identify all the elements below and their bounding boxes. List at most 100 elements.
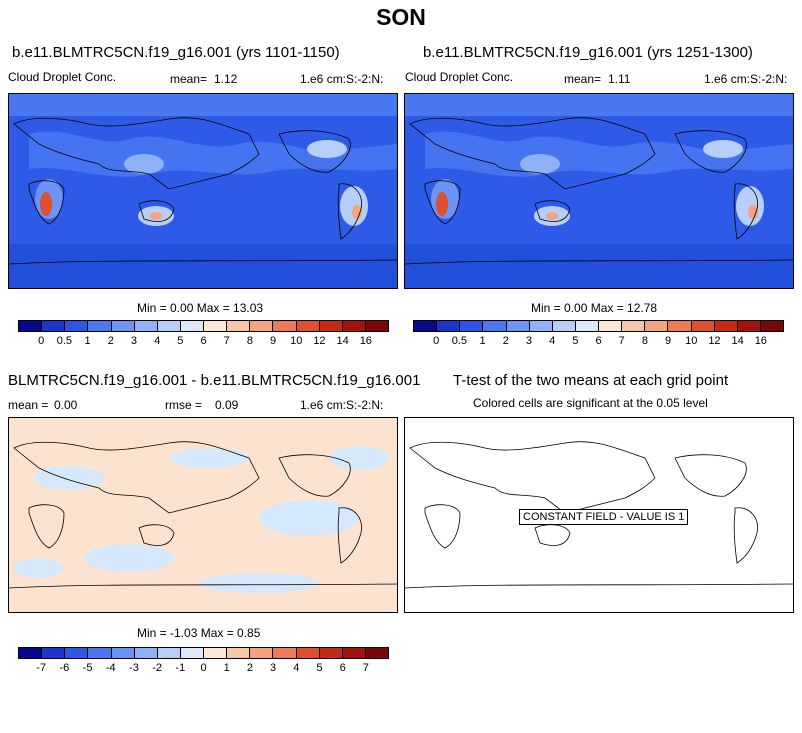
colorbar-swatch bbox=[668, 321, 692, 331]
colorbar-tick-label: 7 bbox=[618, 335, 625, 347]
colorbar-swatch bbox=[42, 321, 66, 331]
colorbar-swatch bbox=[622, 321, 646, 331]
panel1-asia-patch bbox=[124, 154, 164, 174]
colorbar-tick-label: -7 bbox=[36, 662, 47, 674]
panel2-minmax: Min = 0.00 Max = 12.78 bbox=[531, 301, 658, 315]
colorbar-swatch bbox=[227, 648, 251, 658]
colorbar-tick-label: 0 bbox=[38, 335, 45, 347]
constant-field-label: CONSTANT FIELD - VALUE IS 1 bbox=[519, 509, 689, 525]
panel3-rmse-value: 0.09 bbox=[215, 398, 239, 412]
colorbar-swatch bbox=[365, 321, 388, 331]
colorbar-swatch bbox=[296, 648, 320, 658]
colorbar-swatch bbox=[157, 321, 181, 331]
colorbar-swatch bbox=[273, 648, 297, 658]
colorbar-tick-label: 2 bbox=[107, 335, 114, 347]
colorbar-tick-label: -4 bbox=[105, 662, 116, 674]
colorbar-swatch bbox=[599, 321, 623, 331]
panel4-map: CONSTANT FIELD - VALUE IS 1 bbox=[404, 417, 794, 613]
colorbar-swatch bbox=[42, 648, 66, 658]
colorbar-swatch bbox=[645, 321, 669, 331]
panel4-title: T-test of the two means at each grid poi… bbox=[453, 372, 729, 389]
colorbar-tick-label: 10 bbox=[290, 335, 303, 347]
panel2-units: 1.e6 cm:S:-2:N: bbox=[704, 72, 788, 86]
panel2-title: b.e11.BLMTRC5CN.f19_g16.001 (yrs 1251-13… bbox=[423, 44, 753, 61]
panel1-title: b.e11.BLMTRC5CN.f19_g16.001 (yrs 1101-11… bbox=[12, 44, 340, 61]
panel2-variable: Cloud Droplet Conc. bbox=[405, 70, 514, 84]
colorbar-swatch bbox=[65, 321, 89, 331]
colorbar-tick-label: 7 bbox=[223, 335, 230, 347]
panel3-map bbox=[8, 417, 398, 613]
colorbar-swatch bbox=[204, 648, 228, 658]
panel3-field bbox=[9, 418, 397, 612]
colorbar-swatch bbox=[319, 648, 343, 658]
colorbar-tick-label: 10 bbox=[685, 335, 698, 347]
colorbar-swatch bbox=[180, 321, 204, 331]
colorbar-swatch bbox=[529, 321, 553, 331]
colorbar-swatch bbox=[714, 321, 738, 331]
colorbar-swatch bbox=[437, 321, 461, 331]
panel1-samerica-patch bbox=[340, 186, 368, 226]
colorbar-tick-label: 4 bbox=[549, 335, 556, 347]
panel4-coastlines bbox=[405, 441, 793, 589]
colorbar-tick-label: -5 bbox=[82, 662, 93, 674]
colorbar-tick-label: 6 bbox=[339, 662, 346, 674]
colorbar-swatch bbox=[65, 648, 89, 658]
colorbar-tick-label: 7 bbox=[362, 662, 369, 674]
colorbar-tick-label: -3 bbox=[129, 662, 139, 674]
bottom-colorbar bbox=[18, 647, 389, 659]
panel1-variable: Cloud Droplet Conc. bbox=[8, 70, 117, 84]
colorbar-tick-label: 14 bbox=[336, 335, 349, 347]
colorbar-swatch bbox=[483, 321, 507, 331]
colorbar-tick-label: 3 bbox=[270, 662, 277, 674]
panel3-mean-label: mean = bbox=[8, 398, 49, 412]
colorbar-swatch bbox=[250, 321, 274, 331]
colorbar-swatch bbox=[19, 321, 43, 331]
colorbar-tick-label: 0.5 bbox=[451, 335, 468, 347]
colorbar-tick-label: 9 bbox=[665, 335, 672, 347]
colorbar-tick-label: 5 bbox=[572, 335, 579, 347]
colorbar-tick-label: 16 bbox=[754, 335, 767, 347]
panel1-africa-hotspot bbox=[40, 192, 52, 216]
colorbar-swatch bbox=[134, 321, 158, 331]
colorbar-swatch bbox=[575, 321, 599, 331]
colorbar-tick-label: 2 bbox=[246, 662, 253, 674]
panel1-minmax: Min = 0.00 Max = 13.03 bbox=[137, 301, 264, 315]
panel2-map bbox=[404, 93, 794, 289]
panel1-coastlines bbox=[9, 117, 397, 265]
colorbar-tick-label: 3 bbox=[525, 335, 532, 347]
panel3-mean-value: 0.00 bbox=[54, 398, 78, 412]
panel1-field bbox=[9, 94, 397, 288]
colorbar-swatch bbox=[691, 321, 715, 331]
panel1-arctic-band bbox=[9, 94, 397, 116]
colorbar-tick-label: 6 bbox=[200, 335, 207, 347]
colorbar-tick-label: 6 bbox=[595, 335, 602, 347]
colorbar-swatch bbox=[227, 321, 251, 331]
panel1-mean-value: 1.12 bbox=[214, 72, 238, 86]
colorbar-tick-label: 0 bbox=[433, 335, 440, 347]
colorbar-tick-label: 4 bbox=[154, 335, 161, 347]
top-right-colorbar bbox=[413, 320, 784, 332]
colorbar-swatch bbox=[88, 321, 112, 331]
colorbar-swatch bbox=[157, 648, 181, 658]
panel4-subtitle: Colored cells are significant at the 0.0… bbox=[473, 396, 708, 410]
colorbar-tick-label: 12 bbox=[313, 335, 326, 347]
colorbar-tick-label: -1 bbox=[175, 662, 186, 674]
colorbar-swatch bbox=[111, 648, 135, 658]
colorbar-tick-label: 0 bbox=[200, 662, 207, 674]
colorbar-swatch bbox=[180, 648, 204, 658]
colorbar-tick-label: 4 bbox=[293, 662, 300, 674]
colorbar-swatch bbox=[342, 321, 366, 331]
panel1-southern-band bbox=[9, 244, 397, 288]
colorbar-swatch bbox=[296, 321, 320, 331]
panel3-units: 1.e6 cm:S:-2:N: bbox=[300, 398, 384, 412]
colorbar-swatch bbox=[414, 321, 438, 331]
colorbar-swatch bbox=[460, 321, 484, 331]
panel1-samerica-hotspot bbox=[352, 205, 362, 219]
colorbar-swatch bbox=[19, 648, 43, 658]
colorbar-tick-label: 16 bbox=[359, 335, 372, 347]
colorbar-swatch bbox=[506, 321, 530, 331]
panel3-negative-patches bbox=[14, 446, 389, 593]
colorbar-swatch bbox=[760, 321, 783, 331]
colorbar-swatch bbox=[552, 321, 576, 331]
panel1-map bbox=[8, 93, 398, 289]
